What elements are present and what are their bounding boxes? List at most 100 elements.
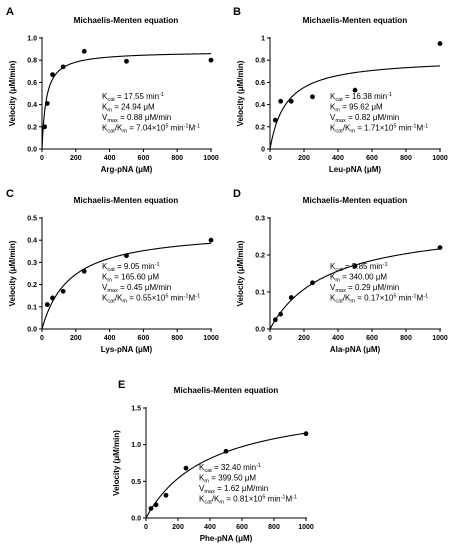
x-tick-label: 1000 [432, 335, 448, 342]
panel-label: A [6, 6, 14, 18]
x-tick-label: 200 [172, 524, 184, 531]
data-point [288, 295, 294, 300]
km-annotation: Km = 165.60 μM [102, 273, 159, 284]
data-point [124, 58, 129, 64]
data-point [208, 237, 214, 243]
y-tick-label: 0.5 [131, 479, 141, 486]
x-tick-label: 200 [70, 335, 82, 342]
x-tick-label: 800 [400, 155, 412, 162]
kcat-annotation: Kcat = 9.05 min-1 [102, 262, 160, 273]
panel-e: E Michaelis-Menten equation 0 200 400 600 800 1… [112, 379, 314, 543]
x-tick-label: 800 [400, 335, 412, 342]
data-point [50, 72, 55, 78]
x-tick-label: 0 [40, 335, 44, 342]
y-tick-label: 0.0 [27, 327, 37, 334]
y-axis-label: Velocity (μM/min) [8, 240, 17, 306]
panel-label: B [233, 6, 241, 18]
km-annotation: Km = 24.94 μM [102, 103, 155, 114]
x-axis-label: Phe-pNA (μM) [200, 534, 253, 543]
y-tick-label: 0.2 [255, 124, 265, 131]
x-tick-label: 200 [298, 335, 310, 342]
y-tick-label: 1.0 [27, 36, 37, 43]
x-tick-label: 600 [138, 335, 150, 342]
data-point [148, 506, 154, 511]
x-tick-label: 200 [70, 155, 82, 162]
x-tick-label: 800 [171, 155, 183, 162]
y-tick-label: 1.5 [131, 406, 141, 413]
data-point [437, 41, 443, 46]
data-point [223, 448, 229, 454]
kcat-km-ratio-annotation: Kcat/Km = 0.55×105 min-1M-1 [102, 294, 200, 305]
panel-d: D Michaelis-Menten equation 0 200 400 600 800 1… [233, 188, 448, 354]
panel-label: D [233, 188, 241, 200]
x-tick-label: 1000 [432, 155, 448, 162]
x-tick-label: 400 [104, 335, 116, 342]
y-tick-label: 0.2 [27, 124, 37, 131]
y-tick-label: 1.0 [131, 442, 141, 449]
kcat-annotation: Kcat = 32.40 min-1 [199, 463, 261, 474]
kcat-annotation: Kcat = 17.55 min-1 [102, 92, 164, 103]
data-point [352, 87, 358, 93]
kcat-km-ratio-annotation: Kcat/Km = 0.81×105 min-1M-1 [199, 495, 297, 506]
x-tick-label: 600 [138, 155, 150, 162]
y-tick-label: 0.0 [131, 516, 141, 523]
x-tick-label: 800 [171, 335, 183, 342]
x-tick-label: 600 [366, 155, 378, 162]
kcat-km-ratio-annotation: Kcat/Km = 7.04×105 min-1M-1 [102, 124, 200, 135]
kcat-km-ratio-annotation: Kcat/Km = 0.17×105 min-1M-1 [330, 294, 428, 305]
y-tick-label: 0.6 [255, 80, 265, 87]
y-axis-label: Velocity (μM/min) [236, 240, 245, 306]
data-point [153, 502, 159, 508]
panel-label: C [6, 188, 14, 200]
x-tick-label: 600 [366, 335, 378, 342]
panel-label: E [118, 379, 125, 391]
data-point [60, 288, 66, 294]
data-point [44, 101, 50, 106]
chart-title: Michaelis-Menten equation [174, 386, 279, 395]
data-point [208, 57, 214, 63]
y-tick-label: 0.3 [27, 260, 37, 267]
data-point [81, 268, 87, 274]
km-annotation: Km = 95.62 μM [330, 103, 383, 114]
x-tick-label: 0 [144, 524, 148, 531]
x-tick-label: 400 [332, 155, 344, 162]
vmax-annotation: Vmax = 0.88 μM/min [102, 113, 171, 124]
x-tick-label: 0 [268, 155, 272, 162]
data-point [352, 263, 358, 269]
x-tick-label: 0 [40, 155, 44, 162]
data-point [42, 124, 48, 130]
data-point [310, 94, 315, 100]
x-tick-label: 200 [298, 155, 310, 162]
y-tick-label: 0.5 [27, 216, 37, 223]
kcat-km-ratio-annotation: Kcat/Km = 1.71×105 min-1M-1 [330, 124, 428, 135]
kcat-annotation: Kcat = 5.85 min-1 [330, 262, 388, 273]
vmax-annotation: Vmax = 0.29 μM/min [330, 283, 399, 294]
chart-title: Michaelis-Menten equation [74, 196, 179, 205]
x-tick-label: 0 [268, 335, 272, 342]
data-point [50, 295, 55, 301]
x-axis-label: Leu-pNA (μM) [329, 165, 381, 174]
y-tick-label: 0.4 [27, 102, 37, 109]
data-point [60, 64, 66, 70]
y-tick-label: 1 [261, 36, 265, 43]
data-point [44, 302, 50, 307]
x-tick-label: 400 [104, 155, 116, 162]
chart-title: Michaelis-Menten equation [74, 16, 179, 25]
chart-title: Michaelis-Menten equation [303, 16, 408, 25]
y-tick-label: 0 [261, 147, 265, 154]
data-point [81, 48, 87, 54]
y-tick-label: 0.8 [255, 58, 265, 65]
data-point [310, 280, 315, 286]
data-point [183, 465, 189, 471]
y-tick-label: 0.0 [27, 147, 37, 154]
y-tick-label: 0.6 [27, 80, 37, 87]
y-tick-label: 0.2 [27, 282, 37, 289]
vmax-annotation: Vmax = 0.45 μM/min [102, 283, 171, 294]
km-annotation: Km = 340.00 μM [330, 273, 387, 284]
fit-curve [41, 53, 212, 150]
x-tick-label: 600 [236, 524, 248, 531]
x-axis-label: Ala-pNA (μM) [330, 345, 381, 354]
vmax-annotation: Vmax = 0.82 μM/min [330, 113, 399, 124]
y-tick-label: 0.3 [255, 216, 265, 223]
